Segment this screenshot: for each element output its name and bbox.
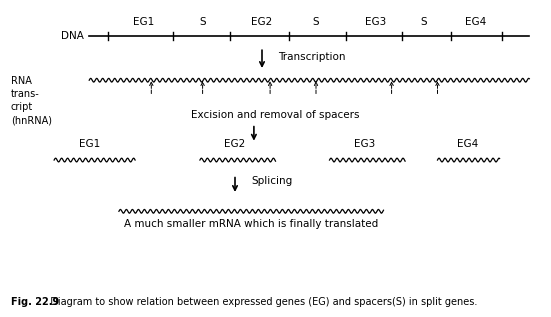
Text: cript: cript (11, 102, 33, 112)
Text: EG1: EG1 (79, 139, 100, 149)
Text: EG2: EG2 (251, 17, 273, 27)
Text: RNA: RNA (11, 76, 32, 86)
Text: A much smaller mRNA which is finally translated: A much smaller mRNA which is finally tra… (124, 219, 379, 230)
Text: EG1: EG1 (133, 17, 154, 27)
Text: S: S (312, 17, 320, 27)
Text: S: S (420, 17, 428, 27)
Text: EG4: EG4 (457, 139, 478, 149)
Text: S: S (199, 17, 206, 27)
Text: Diagram to show relation between expressed genes (EG) and spacers(S) in split ge: Diagram to show relation between express… (44, 297, 477, 307)
Text: Excision and removal of spacers: Excision and removal of spacers (191, 110, 360, 120)
Text: EG4: EG4 (464, 17, 486, 27)
Text: Splicing: Splicing (251, 176, 293, 186)
Text: EG2: EG2 (224, 139, 246, 149)
Text: trans-: trans- (11, 89, 40, 99)
Text: EG3: EG3 (354, 139, 375, 149)
Text: Fig. 22.9: Fig. 22.9 (11, 297, 59, 307)
Text: (hnRNA): (hnRNA) (11, 115, 52, 125)
Text: EG3: EG3 (365, 17, 386, 27)
Text: Transcription: Transcription (278, 52, 345, 61)
Text: DNA: DNA (61, 31, 84, 41)
